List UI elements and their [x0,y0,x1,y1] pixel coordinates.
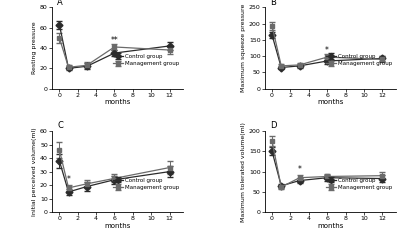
X-axis label: months: months [104,99,131,105]
Legend: Control group, Management group: Control group, Management group [112,53,180,67]
Y-axis label: Maximum tolerated volume(ml): Maximum tolerated volume(ml) [241,122,246,222]
X-axis label: months: months [317,99,344,105]
Y-axis label: Initial perceived volume(ml): Initial perceived volume(ml) [32,127,37,216]
Legend: Control group, Management group: Control group, Management group [112,177,180,191]
Text: *: * [298,165,302,174]
Text: D: D [270,121,276,130]
Text: A: A [57,0,63,7]
Text: *: * [325,46,329,55]
Text: *: * [66,175,70,184]
Y-axis label: Resting pressure: Resting pressure [32,22,37,74]
Legend: Control group, Management group: Control group, Management group [324,53,393,67]
X-axis label: months: months [104,223,131,229]
Y-axis label: Maximum squeeze pressure: Maximum squeeze pressure [241,4,246,92]
Text: C: C [57,121,63,130]
X-axis label: months: months [317,223,344,229]
Text: B: B [270,0,276,7]
Text: **: ** [110,36,118,45]
Legend: Control group, Management group: Control group, Management group [324,177,393,191]
